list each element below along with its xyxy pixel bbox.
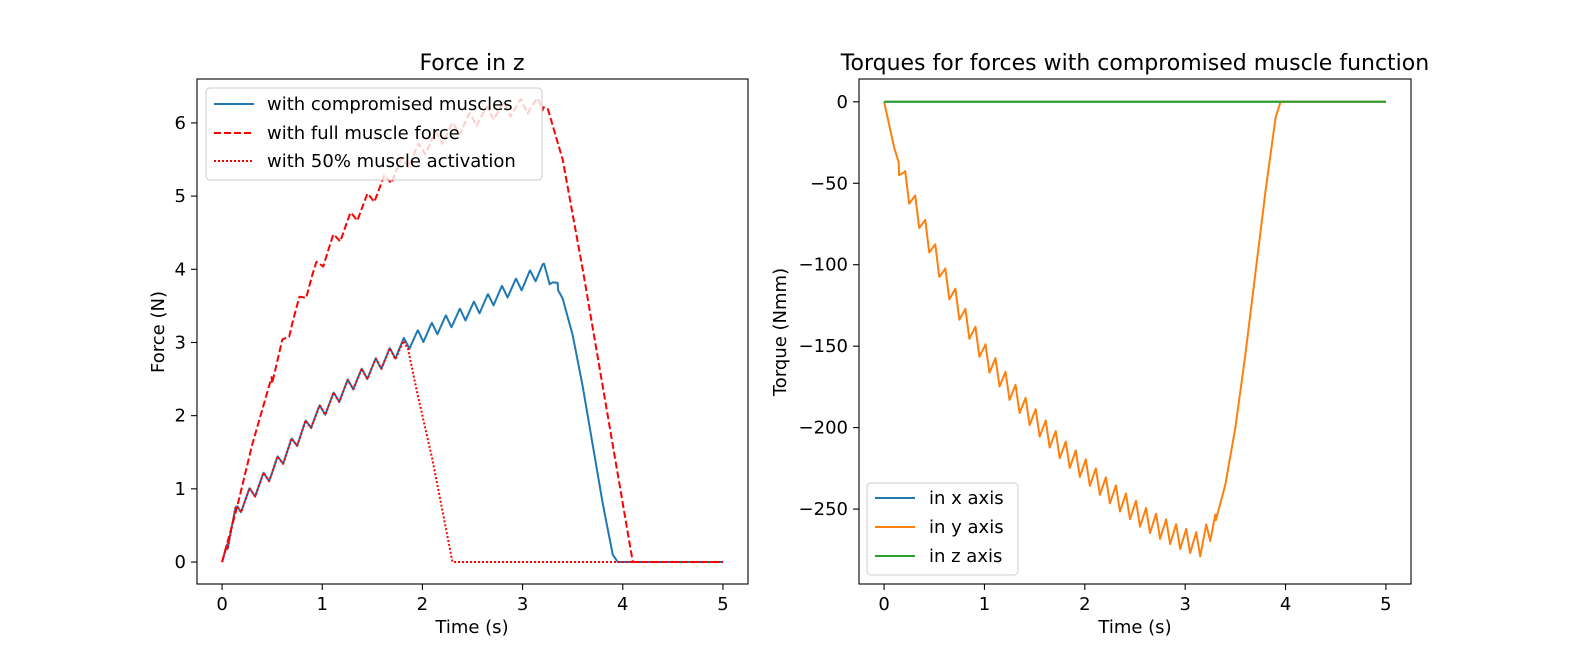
series-line-1 [221, 262, 724, 564]
legend-label: in y axis [929, 517, 1004, 538]
x-tick-label: 2 [1079, 594, 1090, 615]
y-tick-group: 0 −50 −100 −150 −200 −250 [799, 92, 859, 520]
plot-frame [858, 78, 1412, 585]
x-tick-group: 0 1 2 3 4 5 [878, 584, 1392, 615]
legend: with compromised muscles with full muscl… [205, 87, 543, 181]
chart-force-in-z: Force in z Time (s) Force (N) 0 1 2 3 4 5 0 1 2… [148, 51, 749, 638]
legend-label: in x axis [929, 488, 1004, 509]
legend-entry: in y axis [875, 517, 1004, 538]
legend-entry: with compromised muscles [214, 94, 513, 115]
y-tick-label: −50 [810, 173, 848, 194]
legend-entry: in z axis [875, 546, 1002, 567]
x-tick-label: 5 [717, 594, 728, 615]
y-tick-group: 0 1 2 3 4 5 6 [175, 113, 197, 573]
x-tick-label: 0 [216, 594, 227, 615]
x-axis-label: Time (s) [1097, 617, 1171, 638]
legend-label: with 50% muscle activation [267, 151, 516, 172]
y-tick-label: 4 [175, 259, 186, 280]
y-tick-label: 6 [175, 113, 186, 134]
chart-torques: Torques for forces with compromised musc… [770, 51, 1429, 638]
y-tick-label: 5 [175, 186, 186, 207]
y-tick-label: −200 [799, 418, 848, 439]
chart-title: Force in z [419, 51, 524, 76]
legend-entry: in x axis [875, 488, 1004, 509]
plot-frame [196, 78, 749, 585]
x-tick-label: 3 [517, 594, 528, 615]
y-tick-label: 2 [175, 406, 186, 427]
legend-entry: with full muscle force [214, 123, 460, 144]
y-axis-label: Torque (Nmm) [770, 268, 791, 397]
y-tick-label: 0 [837, 92, 848, 113]
chart-title: Torques for forces with compromised musc… [840, 51, 1429, 76]
x-tick-label: 4 [1280, 594, 1291, 615]
legend-label: with full muscle force [267, 123, 460, 144]
x-tick-label: 2 [417, 594, 428, 615]
series-line-3 [221, 339, 724, 564]
y-tick-label: −250 [799, 499, 848, 520]
legend-label: with compromised muscles [267, 94, 513, 115]
y-tick-label: 1 [175, 479, 186, 500]
x-tick-group: 0 1 2 3 4 5 [216, 584, 729, 615]
y-tick-label: 0 [175, 552, 186, 573]
y-tick-label: −100 [799, 255, 848, 276]
legend-entry: with 50% muscle activation [214, 151, 516, 172]
series-lines [883, 100, 1387, 558]
y-tick-label: 3 [175, 332, 186, 353]
legend-box [205, 87, 543, 181]
x-tick-label: 5 [1380, 594, 1391, 615]
x-tick-label: 4 [617, 594, 628, 615]
x-axis-label: Time (s) [434, 617, 508, 638]
x-tick-label: 1 [317, 594, 328, 615]
legend-label: in z axis [929, 546, 1002, 567]
y-tick-label: −150 [799, 336, 848, 357]
x-tick-label: 0 [878, 594, 889, 615]
x-tick-label: 1 [979, 594, 990, 615]
legend: in x axis in y axis in z axis [866, 482, 1019, 576]
x-tick-label: 3 [1179, 594, 1190, 615]
legend-box [866, 482, 1019, 576]
y-axis-label: Force (N) [148, 291, 169, 373]
